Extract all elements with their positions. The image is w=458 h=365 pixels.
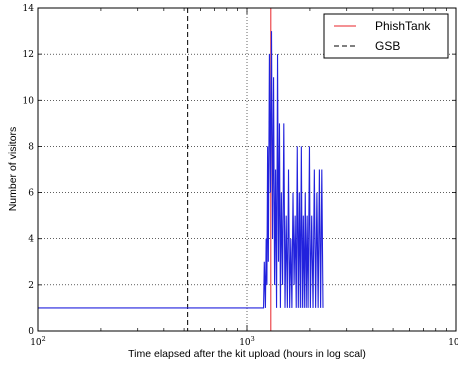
plot-background	[38, 8, 456, 331]
y-tick-label: 6	[28, 189, 34, 199]
legend-box	[323, 13, 449, 59]
grid	[38, 8, 456, 331]
y-tick-label: 2	[28, 281, 34, 291]
y-tick-label: 8	[28, 142, 34, 152]
y-tick-labels: 0 2 4 6 8 10 12 14	[23, 4, 35, 337]
x-tick-label: 103	[239, 335, 255, 348]
x-tick-label: 102	[30, 335, 46, 348]
y-axis-title: Number of visitors	[7, 127, 19, 212]
x-tick-labels: 102 103 104	[30, 335, 458, 348]
x-tick-label: 104	[448, 335, 458, 348]
legend-gsb-label: GSB	[375, 39, 400, 53]
y-tick-label: 0	[28, 327, 34, 337]
legend-phishtank-label: PhishTank	[375, 19, 431, 33]
legend: PhishTank GSB	[323, 13, 449, 59]
series-line-0	[38, 31, 324, 309]
series-layer	[38, 31, 324, 309]
y-tick-label: 14	[23, 4, 35, 14]
y-tick-label: 12	[23, 50, 34, 60]
y-tick-label: 10	[23, 96, 35, 106]
y-tick-label: 4	[28, 235, 34, 245]
x-axis-title: Time elapsed after the kit upload (hours…	[128, 348, 366, 360]
axis-ticks	[37, 7, 457, 332]
